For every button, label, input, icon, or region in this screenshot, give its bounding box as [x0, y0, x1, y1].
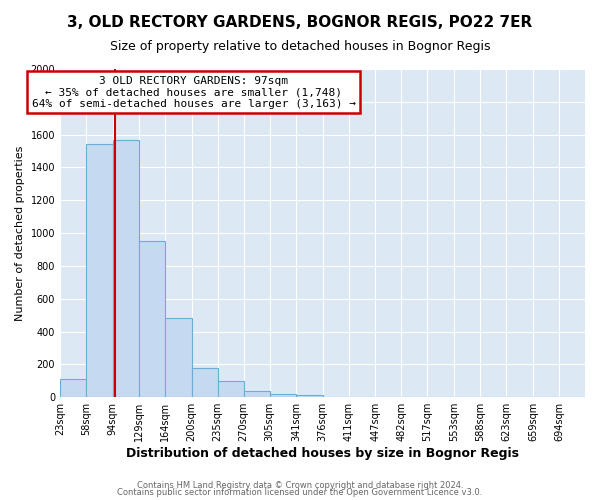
Bar	[139, 242, 165, 397]
Y-axis label: Number of detached properties: Number of detached properties	[15, 146, 25, 321]
Text: Contains public sector information licensed under the Open Government Licence v3: Contains public sector information licen…	[118, 488, 482, 497]
Text: 3, OLD RECTORY GARDENS, BOGNOR REGIS, PO22 7ER: 3, OLD RECTORY GARDENS, BOGNOR REGIS, PO…	[67, 15, 533, 30]
Bar	[296, 394, 323, 397]
Bar	[86, 144, 113, 397]
Bar	[191, 368, 218, 397]
Bar	[270, 394, 296, 397]
X-axis label: Distribution of detached houses by size in Bognor Regis: Distribution of detached houses by size …	[126, 447, 519, 460]
Text: 3 OLD RECTORY GARDENS: 97sqm
← 35% of detached houses are smaller (1,748)
64% of: 3 OLD RECTORY GARDENS: 97sqm ← 35% of de…	[32, 76, 356, 109]
Text: Size of property relative to detached houses in Bognor Regis: Size of property relative to detached ho…	[110, 40, 490, 53]
Bar	[60, 379, 86, 397]
Bar	[218, 381, 244, 397]
Bar	[165, 318, 191, 397]
Text: Contains HM Land Registry data © Crown copyright and database right 2024.: Contains HM Land Registry data © Crown c…	[137, 480, 463, 490]
Bar	[113, 140, 139, 397]
Bar	[244, 392, 270, 397]
